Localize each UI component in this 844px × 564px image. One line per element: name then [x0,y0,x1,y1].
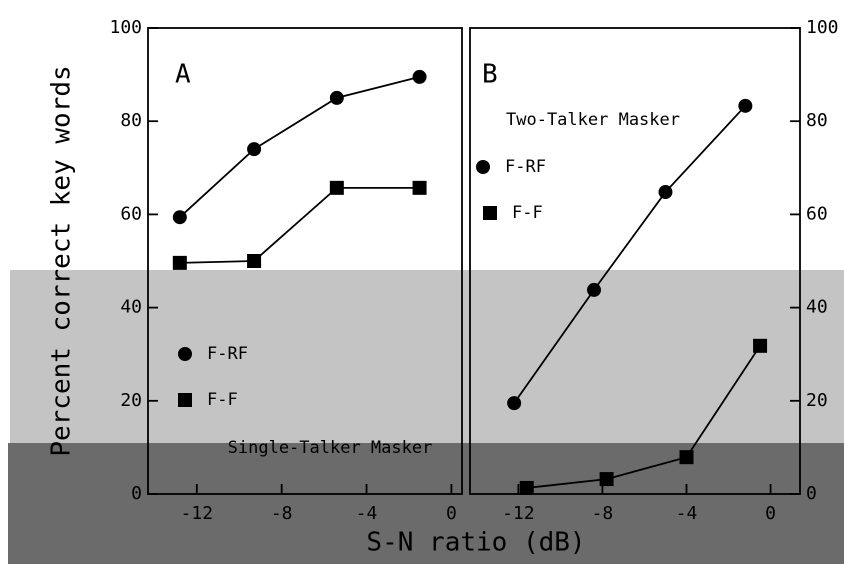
data-point [599,472,614,487]
x-tick-label: -8 [592,503,614,524]
x-tick-label: -12 [502,503,535,524]
series-line [179,186,420,264]
x-tick-label: -4 [676,503,698,524]
legend-marker [476,160,490,174]
legend-title: Single-Talker Masker [228,438,433,458]
x-tick-label: -4 [356,503,378,524]
y-tick-label: 0 [131,483,142,504]
data-point [412,69,427,84]
y-tick-label: 20 [806,390,828,411]
data-point [329,90,344,105]
legend-label: F-RF [207,344,248,364]
y-tick-label: 20 [120,390,142,411]
series-line [513,105,747,404]
legend-label: F-RF [505,157,546,177]
legend-title: Two-Talker Masker [506,110,680,130]
data-point [753,338,768,353]
data-point [329,180,344,195]
y-tick-label: 60 [806,203,828,224]
legend-label: F-F [207,390,238,410]
panel-label: A [175,60,191,90]
data-point [587,282,602,297]
y-tick-label: 80 [120,110,142,131]
legend-marker [178,393,192,407]
data-point [658,185,673,200]
y-tick-label: 80 [806,110,828,131]
x-tick-label: 0 [765,503,776,524]
data-point [519,480,534,495]
y-axis-label: Percent correct key words [47,65,77,456]
data-point [679,450,694,465]
x-tick-label: -8 [271,503,293,524]
legend-marker [483,206,497,220]
legend-marker [178,347,192,361]
y-tick-label: 100 [109,17,142,38]
y-tick-label: 40 [806,297,828,318]
y-tick-label: 60 [120,203,142,224]
data-point [172,255,187,270]
data-point [247,254,262,268]
data-point [247,142,262,157]
y-tick-label: 100 [806,17,839,38]
y-tick-label: 40 [120,297,142,318]
series-line [179,76,420,218]
data-point [738,98,753,113]
x-tick-label: -12 [181,503,214,524]
data-point [507,396,522,411]
data-point [172,210,187,225]
plot-frame [147,27,463,495]
legend-label: F-F [512,203,543,223]
overlay-light [10,270,844,443]
x-tick-label: 0 [446,503,457,524]
y-tick-label: 0 [806,483,817,504]
data-point [412,180,427,195]
x-axis-label: S-N ratio (dB) [366,528,585,558]
series-line [526,345,761,489]
panel-label: B [482,60,498,90]
plot-frame [469,27,801,495]
